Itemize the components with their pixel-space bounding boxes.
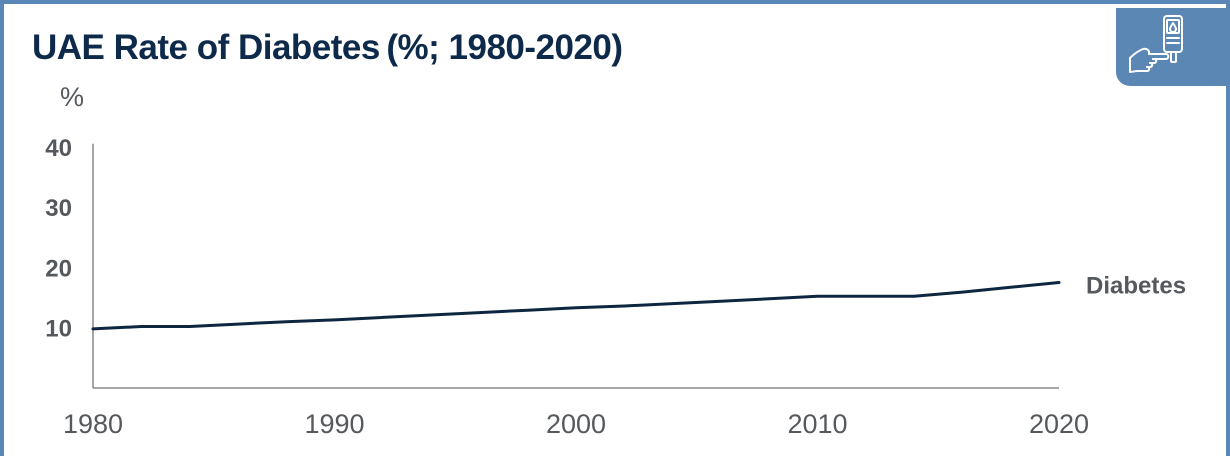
x-tick-label: 1990 (304, 409, 364, 439)
x-tick-label: 2020 (1029, 409, 1089, 439)
y-axis-unit-label: % (60, 82, 84, 112)
y-tick-label: 20 (45, 255, 72, 282)
x-tick-label: 1980 (63, 409, 123, 439)
y-tick-label: 10 (45, 316, 72, 343)
glucose-meter-hand-icon (1116, 8, 1226, 86)
x-tick-label: 2000 (546, 409, 606, 439)
x-tick-label: 2010 (787, 409, 847, 439)
y-tick-label: 30 (45, 195, 72, 222)
y-tick-label: 40 (45, 135, 72, 162)
chart-title: UAE Rate of Diabetes (%; 1980-2020) (32, 28, 623, 67)
series-line (91, 281, 1061, 331)
series-label: Diabetes (1086, 272, 1186, 299)
